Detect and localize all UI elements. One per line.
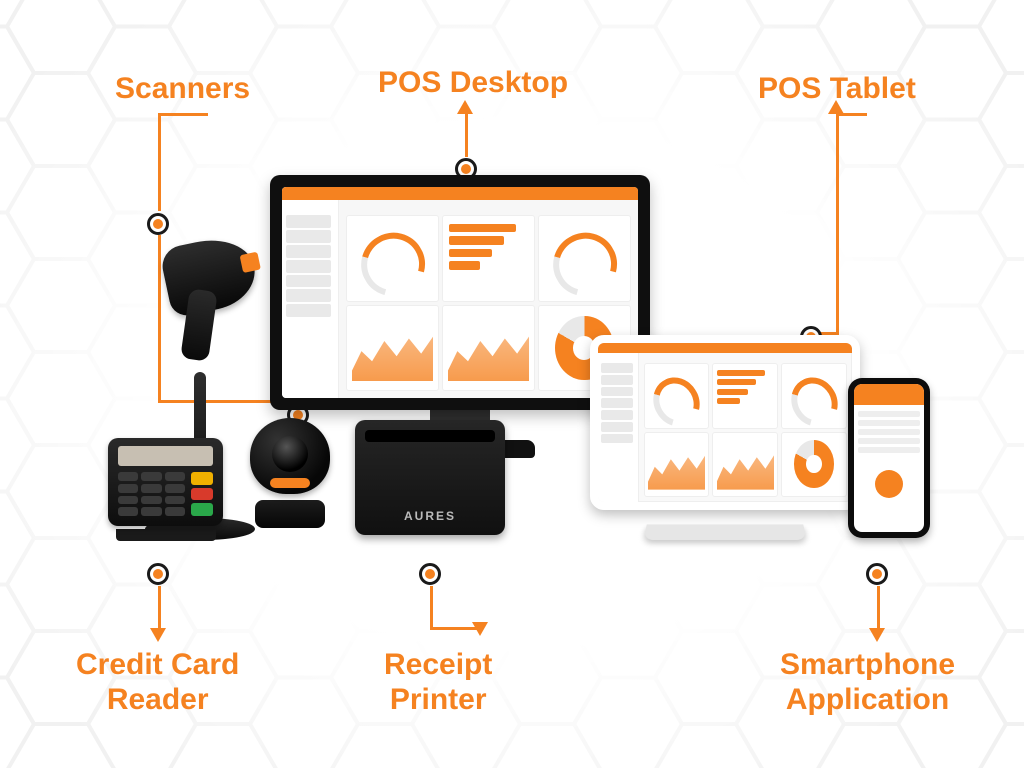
credit-card-reader-device xyxy=(108,438,223,543)
tablet-bezel xyxy=(590,335,860,510)
callout-dot xyxy=(866,563,888,585)
arrow-head-icon xyxy=(150,628,166,642)
callout-dot xyxy=(147,563,169,585)
callout-dot xyxy=(419,563,441,585)
pos-tablet-device xyxy=(590,335,860,535)
panel-bars xyxy=(442,215,535,301)
scanner-accent-ring xyxy=(270,478,310,488)
printer-brand-label: AURES xyxy=(355,509,505,523)
card-reader-display xyxy=(118,446,213,466)
panel-area xyxy=(442,305,535,391)
panel-gauge xyxy=(781,363,847,428)
dashboard-panels xyxy=(639,343,852,502)
callout-label-smartphone_app: Smartphone Application xyxy=(780,648,955,717)
panel-donut xyxy=(781,432,847,497)
dashboard xyxy=(598,343,852,502)
dashboard-sidebar xyxy=(598,343,639,502)
card-reader-keypad xyxy=(118,472,185,516)
panel-area xyxy=(346,305,439,391)
arrow-head-icon xyxy=(869,628,885,642)
dashboard-topbar xyxy=(598,343,852,353)
scanner-lens xyxy=(272,436,308,472)
callout-label-pos_desktop: POS Desktop xyxy=(378,66,568,101)
dashboard-sidebar xyxy=(282,187,339,398)
card-reader-body xyxy=(108,438,223,526)
card-reader-card-slot xyxy=(116,529,216,541)
callout-label-pos_tablet: POS Tablet xyxy=(758,72,916,107)
callout-label-scanners: Scanners xyxy=(115,72,250,107)
dashboard-topbar xyxy=(282,187,638,200)
arrow-head-icon xyxy=(472,622,488,636)
phone-body xyxy=(848,378,930,538)
receipt-printer-device: AURES xyxy=(355,420,505,545)
callout-label-receipt_printer: Receipt Printer xyxy=(384,648,492,717)
connector-segment xyxy=(836,113,839,335)
panel-bars xyxy=(712,363,778,428)
panel-area xyxy=(644,432,710,497)
tablet-stand xyxy=(643,524,807,540)
printer-paper-slot xyxy=(365,430,495,442)
infographic-stage: AURES ScannersPOS DesktopPOS TabletCred xyxy=(0,0,1024,768)
panel-gauge xyxy=(346,215,439,301)
phone-list xyxy=(854,405,924,459)
arrow-head-icon xyxy=(457,100,473,114)
callout-label-credit_card_reader: Credit Card Reader xyxy=(76,648,239,717)
printer-body: AURES xyxy=(355,420,505,535)
panel-gauge xyxy=(538,215,631,301)
scanner-base xyxy=(255,500,325,528)
panel-gauge xyxy=(644,363,710,428)
connector-segment xyxy=(158,113,208,116)
card-reader-action-keys xyxy=(191,472,213,516)
phone-topbar xyxy=(854,384,924,405)
phone-action-button xyxy=(875,470,903,498)
connector-segment xyxy=(877,586,880,630)
phone-screen xyxy=(854,384,924,532)
connector-segment xyxy=(465,113,468,157)
connector-segment xyxy=(158,113,161,211)
monitor-screen xyxy=(282,187,638,398)
smartphone-device xyxy=(848,378,930,538)
dashboard xyxy=(282,187,638,398)
connector-segment xyxy=(158,586,161,630)
panel-area xyxy=(712,432,778,497)
connector-segment xyxy=(430,586,433,630)
